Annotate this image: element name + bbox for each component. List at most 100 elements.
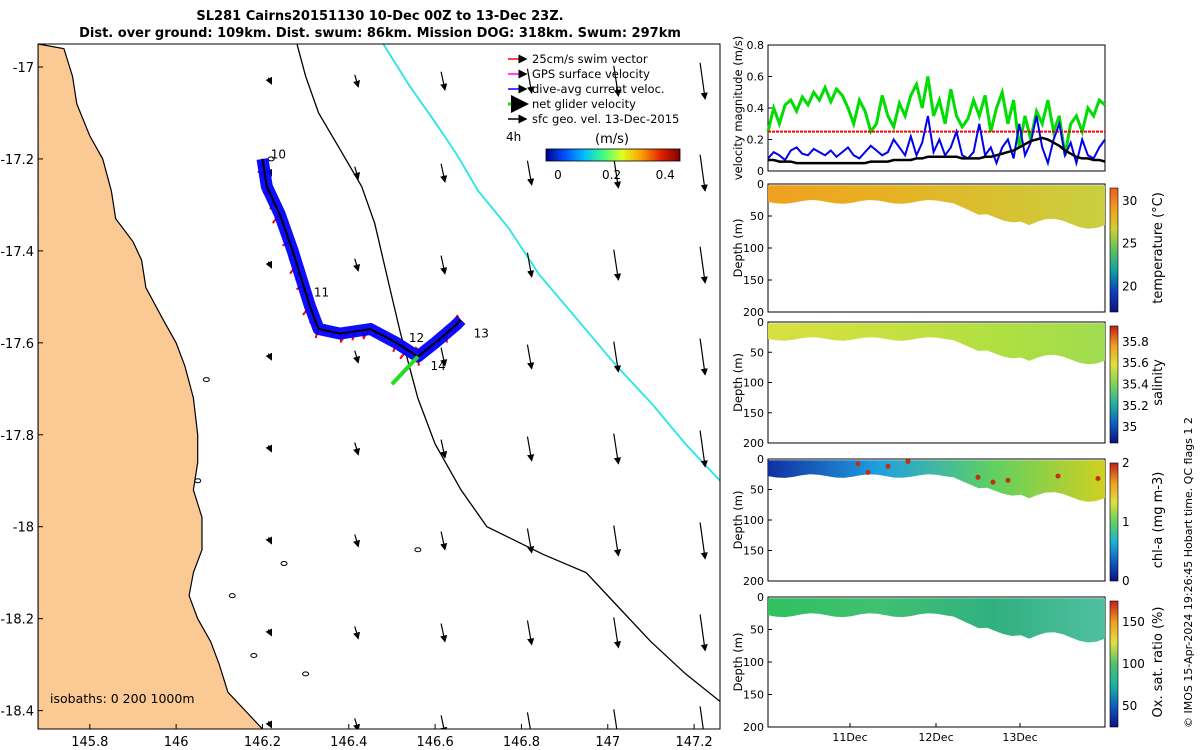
geo-velocity-arrow xyxy=(526,252,535,278)
geo-velocity-arrow xyxy=(265,260,272,269)
reef-outline xyxy=(302,671,310,677)
day-label: 14 xyxy=(430,359,445,373)
geo-velocity-arrow xyxy=(440,715,448,729)
depth-tick-label: 100 xyxy=(743,242,764,255)
colorbar-tick-label: 35.4 xyxy=(1122,378,1149,392)
glider-track-map: 10 11 12 13 14 145.8 146 146.2 146.4 146.6 146.8 14… xyxy=(0,43,721,750)
land-mass xyxy=(38,44,264,729)
depth-tick-label: 200 xyxy=(743,721,764,734)
legend-duration-label: 4h xyxy=(506,130,521,144)
map-plot-area xyxy=(38,44,720,729)
depth-tick-label: 0 xyxy=(757,178,764,191)
geo-velocity-arrow xyxy=(613,341,622,373)
depth-axis-label: Depth (m) xyxy=(731,219,745,278)
geo-velocity-arrow xyxy=(526,68,535,94)
net-velocity-segment xyxy=(390,355,420,386)
velocity-y-tick-label: 0.2 xyxy=(747,134,765,147)
reef-outline xyxy=(414,547,422,553)
colorbar-tick-label: 1 xyxy=(1122,515,1130,529)
legend-label: 25cm/s swim vector xyxy=(532,52,648,66)
geo-velocity-arrow xyxy=(613,709,618,729)
x-tick-label: 145.8 xyxy=(71,735,108,750)
colorbar-tick-label: 20 xyxy=(1122,279,1137,293)
velocity-series-line xyxy=(766,76,1106,156)
depth-axis-label: Depth (m) xyxy=(731,491,745,550)
chl-high-point xyxy=(1095,476,1101,482)
geo-velocity-arrow xyxy=(265,720,272,729)
geo-velocity-arrow xyxy=(440,531,448,551)
y-tick-label: -18.4 xyxy=(0,705,34,720)
depth-tick-label: 150 xyxy=(743,407,764,420)
geo-velocity-arrow xyxy=(353,718,361,729)
geo-velocity-arrow xyxy=(265,76,272,85)
depth-axis-label: Depth (m) xyxy=(731,353,745,412)
depth-tick-label: 150 xyxy=(743,545,764,558)
geo-velocity-arrow xyxy=(353,258,361,272)
vertical-colorbar xyxy=(1109,187,1119,313)
copyright-note: © IMOS 15-Apr-2024 19:26:45 Hobart time.… xyxy=(1182,417,1195,728)
depth-tick-label: 100 xyxy=(743,377,764,390)
x-tick-label: 146.8 xyxy=(503,735,540,750)
geo-velocity-arrow xyxy=(353,74,361,88)
geo-velocity-arrow xyxy=(440,347,448,367)
profile-data-region xyxy=(768,323,1105,365)
reef-outline xyxy=(280,560,288,566)
colorbar-tick-label: 35.8 xyxy=(1122,335,1149,349)
legend-label: dive-avg current veloc. xyxy=(532,82,665,96)
geo-velocity-arrow xyxy=(526,712,531,729)
depth-tick-label: 200 xyxy=(743,437,764,450)
geo-velocity-arrow xyxy=(526,344,535,370)
geo-velocity-arrow xyxy=(265,352,272,361)
geo-velocity-arrow xyxy=(613,525,622,557)
date-tick-label: 11Dec xyxy=(832,731,867,744)
depth-tick-label: 0 xyxy=(757,453,764,466)
geo-velocity-arrow xyxy=(265,628,272,637)
colorbar-label: Ox. sat. ratio (%) xyxy=(1151,607,1166,718)
reef-outline xyxy=(228,593,236,599)
depth-tick-label: 100 xyxy=(743,514,764,527)
x-tick-label: 147.2 xyxy=(675,735,712,750)
geo-velocity-arrow xyxy=(613,617,622,649)
geo-velocity-arrow xyxy=(526,436,535,462)
colorbar-tick-label: 30 xyxy=(1122,194,1137,208)
velocity-y-tick-label: 0 xyxy=(757,165,764,178)
reef-outline xyxy=(202,377,210,383)
colorbar-tick-label: 2 xyxy=(1122,456,1130,470)
colorbar-tick-label: 35 xyxy=(1122,420,1137,434)
depth-tick-label: 100 xyxy=(743,656,764,669)
x-tick-label: 147 xyxy=(595,735,620,750)
depth-tick-label: 50 xyxy=(750,484,764,497)
glider-track-line xyxy=(261,158,462,358)
chl-high-point xyxy=(865,469,871,475)
geo-velocity-arrow xyxy=(699,338,708,376)
isobaths-note: isobaths: 0 200 1000m xyxy=(50,691,195,706)
geo-velocity-arrow xyxy=(613,249,622,281)
geo-velocity-arrow xyxy=(353,350,361,364)
colorbar-tick-label: 50 xyxy=(1122,699,1137,713)
depth-axis-label: Depth (m) xyxy=(731,633,745,692)
depth-tick-label: 50 xyxy=(750,624,764,637)
depth-tick-label: 50 xyxy=(750,210,764,223)
x-tick-label: 146.2 xyxy=(244,735,281,750)
geo-velocity-arrow xyxy=(526,620,535,646)
reef-outline xyxy=(194,478,202,484)
profile-data-region xyxy=(768,185,1105,229)
colorbar-tick-label: 0 xyxy=(554,168,562,182)
x-tick-label: 146 xyxy=(164,735,189,750)
vertical-colorbar xyxy=(1109,462,1119,582)
depth-tick-label: 50 xyxy=(750,346,764,359)
colorbar-tick-label: 0.2 xyxy=(602,168,621,182)
geo-velocity-arrow xyxy=(526,160,535,186)
geo-velocity-arrow xyxy=(440,163,448,183)
date-tick-label: 13Dec xyxy=(1002,731,1037,744)
legend-label: GPS surface velocity xyxy=(532,67,650,81)
y-tick-label: -17.6 xyxy=(0,337,34,352)
y-tick-label: -18.2 xyxy=(0,613,34,628)
profile-data-region xyxy=(768,460,1105,502)
vertical-colorbar xyxy=(1109,600,1119,728)
profile-data-region xyxy=(768,598,1105,643)
date-tick-label: 12Dec xyxy=(918,731,953,744)
isobath-line-black xyxy=(296,44,720,702)
depth-tick-label: 200 xyxy=(743,306,764,319)
geo-velocity-arrow xyxy=(526,528,535,554)
